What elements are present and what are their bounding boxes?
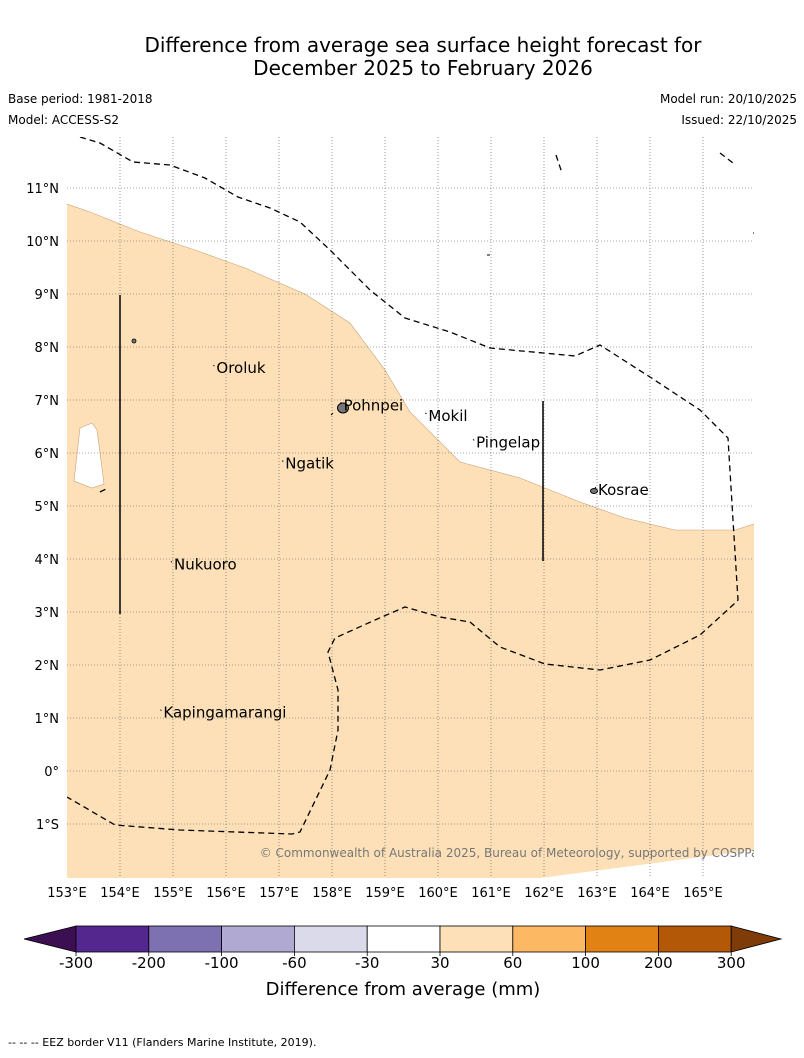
- place-marker: [594, 486, 597, 489]
- colorbar-tick-label: 200: [644, 954, 673, 972]
- colorbar-bin: [439, 925, 514, 953]
- colorbar-bin: [366, 925, 441, 953]
- colorbar-tick-label: 300: [717, 954, 746, 972]
- eez-border-island-right: [719, 152, 734, 164]
- colorbar-tick-label: -200: [132, 954, 166, 972]
- kosrae-island: [590, 488, 598, 494]
- lat-tick-label: 3°N: [35, 606, 60, 621]
- eez-footnote: -- -- -- EEZ border V11 (Flanders Marine…: [8, 1036, 317, 1049]
- colorbar-tick-label: 100: [571, 954, 600, 972]
- small-island: [131, 338, 137, 344]
- colorbar-bin: [658, 925, 732, 953]
- lat-tick-label: 7°N: [35, 394, 60, 409]
- place-label: Ngatik: [285, 455, 334, 473]
- colorbar-extend-low: [23, 925, 77, 953]
- title-line1: Difference from average sea surface heig…: [144, 33, 702, 57]
- lat-tick-label: 10°N: [26, 235, 59, 250]
- model-name: Model: ACCESS-S2: [8, 113, 120, 127]
- map-figure: Oroluk Pohnpei Mokil Pingelap Ngatik Kosrae Nu…: [23, 137, 783, 1000]
- colorbar-ticks: -300 -200 -100 -60 -30 30 60 100 200 300: [59, 952, 746, 972]
- lon-tick-label: 157°E: [259, 886, 299, 901]
- colorbar-bin: [512, 925, 586, 953]
- lon-tick-label: 161°E: [471, 886, 511, 901]
- place-marker: [425, 412, 427, 415]
- place-marker: [170, 560, 173, 563]
- lon-tick-label: 153°E: [47, 886, 87, 901]
- colorbar-bin: [148, 925, 223, 953]
- place-label: Kosrae: [598, 481, 649, 499]
- place-marker: [213, 364, 215, 367]
- place-label: Pohnpei: [344, 396, 404, 414]
- issued-date: Issued: 22/10/2025: [681, 113, 797, 127]
- lon-tick-label: 156°E: [206, 886, 246, 901]
- colorbar-label: Difference from average (mm): [266, 979, 541, 1000]
- graticule: [67, 137, 754, 878]
- colorbar-extend-high: [730, 925, 783, 953]
- place-marker: [472, 439, 475, 441]
- lon-tick-label: 154°E: [100, 886, 140, 901]
- title-line2: December 2025 to February 2026: [253, 56, 593, 80]
- colorbar-tick-label: -60: [282, 954, 307, 972]
- lat-tick-label: 8°N: [35, 341, 60, 356]
- place-label: Pingelap: [476, 433, 540, 451]
- place-label: Oroluk: [216, 359, 265, 377]
- lat-tick-label: 5°N: [35, 500, 60, 515]
- place-label: Kapingamarangi: [163, 704, 286, 722]
- base-period: Base period: 1981-2018: [8, 92, 153, 106]
- colorbar-bin: [293, 925, 368, 953]
- eez-border-island-top: [555, 154, 563, 174]
- lat-tick-label: 0°: [44, 765, 59, 780]
- place-marker: [281, 460, 284, 462]
- lat-tick-label: 2°N: [35, 659, 60, 674]
- anomaly-30-60-region: [67, 204, 754, 878]
- place-marker: [340, 401, 342, 404]
- latitude-labels: 11°N 10°N 9°N 8°N 7°N 6°N 5°N 4°N 3°N 2°N 1°N 0° 1°S: [26, 182, 59, 833]
- white-sliver: [540, 850, 754, 878]
- lon-tick-label: 163°E: [577, 886, 617, 901]
- lon-tick-label: 164°E: [630, 886, 670, 901]
- lat-tick-label: 9°N: [35, 288, 60, 303]
- colorbar-tick-label: 30: [430, 954, 449, 972]
- colorbar-bin: [75, 925, 150, 953]
- colorbar: [23, 925, 783, 953]
- lon-tick-label: 165°E: [683, 886, 723, 901]
- lat-tick-label: 1°S: [36, 818, 59, 833]
- lon-tick-label: 155°E: [153, 886, 193, 901]
- islet-pohnpei: [330, 412, 334, 416]
- lat-tick-label: 11°N: [26, 182, 59, 197]
- colorbar-tick-label: -300: [59, 954, 93, 972]
- place-label: Mokil: [428, 407, 467, 425]
- eez-border-north: [67, 137, 739, 835]
- eez-borders: [67, 137, 739, 835]
- place-marker: [160, 709, 162, 712]
- colorbar-tick-label: -100: [205, 954, 239, 972]
- longitude-labels: 153°E 154°E 155°E 156°E 157°E 158°E 159°E 160°E…: [47, 886, 723, 901]
- place-labels: Oroluk Pohnpei Mokil Pingelap Ngatik Kosrae Nu…: [160, 359, 649, 722]
- colorbar-tick-label: 60: [503, 954, 522, 972]
- model-run: Model run: 20/10/2025: [659, 92, 797, 106]
- lat-tick-label: 1°N: [35, 712, 60, 727]
- lon-tick-label: 158°E: [312, 886, 352, 901]
- eez-border-island-left: [99, 487, 109, 493]
- lon-tick-label: 160°E: [418, 886, 458, 901]
- lat-tick-label: 6°N: [35, 447, 60, 462]
- place-label: Nukuoro: [174, 555, 237, 573]
- lon-tick-label: 159°E: [365, 886, 405, 901]
- lon-tick-label: 162°E: [524, 886, 564, 901]
- colorbar-bin: [585, 925, 659, 953]
- lat-tick-label: 4°N: [35, 553, 60, 568]
- colorbar-tick-label: -30: [355, 954, 380, 972]
- white-pocket: [73, 422, 105, 489]
- copyright-text: © Commonwealth of Australia 2025, Bureau…: [260, 846, 765, 860]
- colorbar-bin: [221, 925, 295, 953]
- pohnpei-island: [337, 402, 349, 414]
